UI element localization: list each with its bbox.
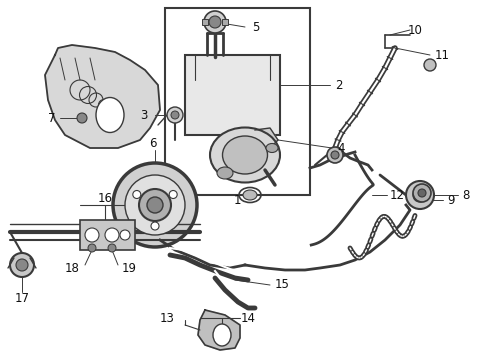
Circle shape — [424, 59, 436, 71]
Circle shape — [413, 184, 431, 202]
Circle shape — [147, 197, 163, 213]
Bar — [222, 19, 228, 25]
Text: 9: 9 — [447, 194, 455, 207]
Circle shape — [204, 11, 226, 33]
Text: 11: 11 — [435, 49, 450, 62]
Ellipse shape — [266, 144, 278, 153]
Circle shape — [327, 147, 343, 163]
Circle shape — [113, 163, 197, 247]
Text: 13: 13 — [160, 311, 175, 324]
Ellipse shape — [222, 136, 268, 174]
Text: 8: 8 — [462, 189, 469, 202]
Text: 18: 18 — [65, 261, 80, 274]
Circle shape — [85, 228, 99, 242]
Ellipse shape — [217, 167, 233, 179]
Polygon shape — [198, 310, 240, 350]
Text: 15: 15 — [275, 279, 290, 292]
Text: 17: 17 — [15, 292, 29, 305]
Circle shape — [171, 111, 179, 119]
Circle shape — [167, 107, 183, 123]
Circle shape — [125, 175, 185, 235]
Circle shape — [16, 259, 28, 271]
Circle shape — [413, 188, 427, 202]
Ellipse shape — [213, 324, 231, 346]
Text: 5: 5 — [252, 21, 259, 33]
Polygon shape — [255, 128, 278, 150]
Ellipse shape — [210, 127, 280, 183]
Circle shape — [406, 181, 434, 209]
Bar — [202, 19, 208, 25]
Circle shape — [169, 190, 177, 198]
Text: 12: 12 — [390, 189, 405, 202]
Text: 1: 1 — [233, 194, 241, 207]
Circle shape — [88, 244, 96, 252]
Circle shape — [77, 113, 87, 123]
Ellipse shape — [96, 98, 124, 132]
Circle shape — [139, 189, 171, 221]
Bar — [165, 8, 310, 195]
Circle shape — [105, 228, 119, 242]
Text: 19: 19 — [122, 261, 137, 274]
Circle shape — [209, 16, 221, 28]
Circle shape — [418, 189, 426, 197]
Text: 4: 4 — [337, 141, 344, 154]
Ellipse shape — [243, 190, 257, 200]
Polygon shape — [45, 45, 160, 148]
Text: 6: 6 — [149, 136, 157, 149]
Bar — [80, 220, 135, 250]
Circle shape — [108, 244, 116, 252]
FancyBboxPatch shape — [185, 55, 280, 135]
Circle shape — [133, 190, 141, 198]
Text: 3: 3 — [141, 108, 148, 122]
Circle shape — [331, 151, 339, 159]
Text: 7: 7 — [48, 112, 55, 125]
Circle shape — [10, 253, 34, 277]
Text: 14: 14 — [241, 311, 256, 324]
Text: 2: 2 — [335, 78, 343, 91]
Text: 10: 10 — [408, 23, 422, 36]
Circle shape — [151, 222, 159, 230]
Text: 16: 16 — [98, 192, 113, 204]
Circle shape — [120, 230, 130, 240]
